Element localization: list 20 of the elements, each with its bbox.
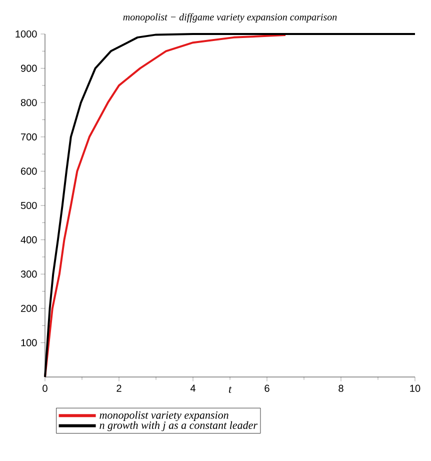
- x-tick-label: 4: [190, 384, 196, 392]
- y-tick-label: 1000: [16, 30, 37, 38]
- y-tick-label: 100: [21, 339, 37, 346]
- legend-label: n growth with j as a constant leader: [100, 421, 258, 432]
- y-tick-label: 900: [20, 64, 37, 72]
- chart-title: monopolist − diffgame variety expansion comparison: [123, 13, 337, 22]
- y-tick-label: 600: [21, 168, 37, 175]
- y-tick-label: 800: [20, 99, 37, 106]
- x-tick-label: 10: [410, 384, 420, 392]
- x-tick-label: 8: [338, 384, 344, 392]
- y-tick-label: 300: [20, 270, 37, 278]
- x-tick-label: 2: [116, 384, 122, 392]
- legend-label: monopolist variety expansion: [100, 411, 228, 422]
- x-tick-label: 0: [42, 384, 48, 392]
- y-tick-label: 400: [20, 236, 37, 244]
- x-tick-label: 6: [264, 384, 270, 392]
- x-axis-title: t: [228, 386, 232, 393]
- y-tick-label: 200: [21, 304, 37, 312]
- y-tick-label: 500: [20, 202, 37, 210]
- y-tick-label: 700: [21, 133, 37, 140]
